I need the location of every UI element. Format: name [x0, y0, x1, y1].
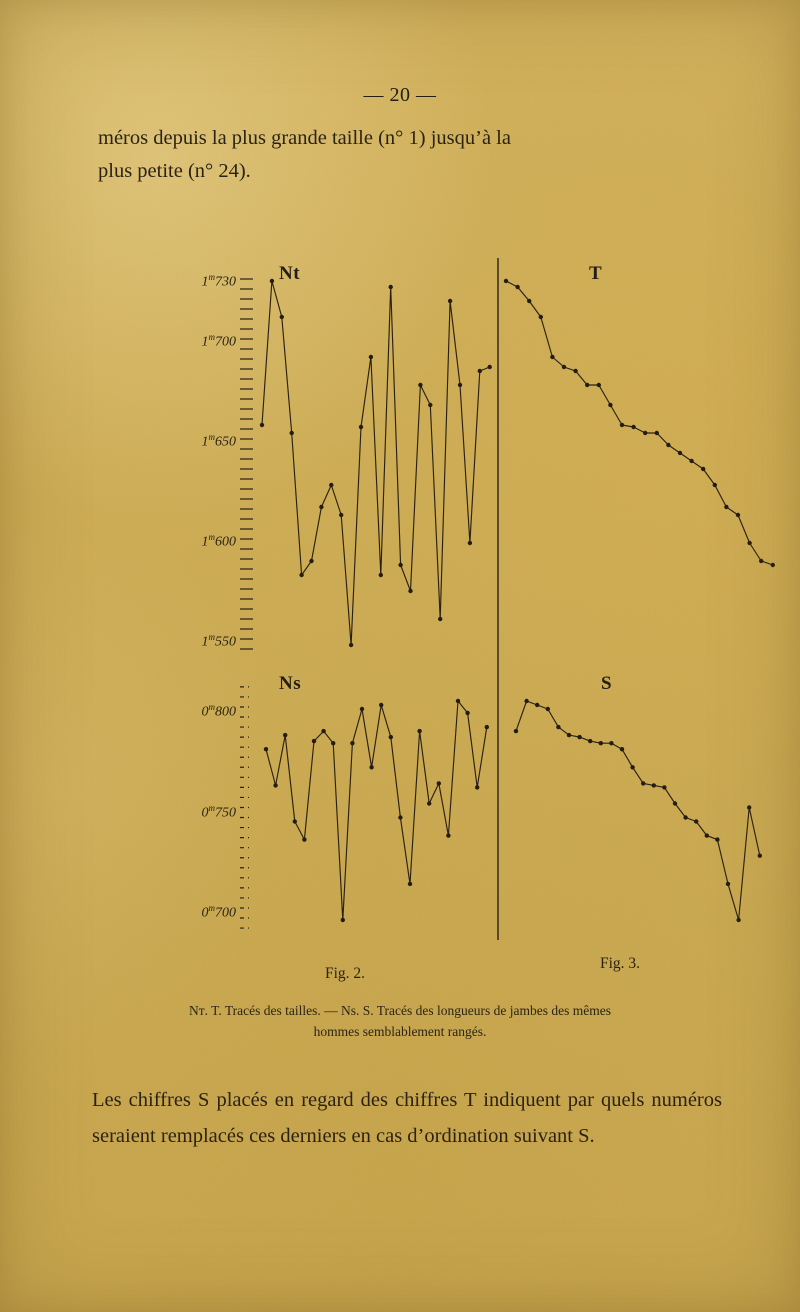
axis-tick-label-lower-2: 0m700: [201, 903, 237, 921]
series-ns: [263, 698, 489, 923]
paragraph-top-line2: plus petite (n° 24).: [98, 160, 251, 182]
paragraph-bottom-text: Les chiffres S placés en regard des chif…: [92, 1089, 722, 1147]
paragraph-top-line1: méros depuis la plus grande taille (n° 1…: [98, 127, 511, 149]
axis-tick-label-upper-1: 1m700: [201, 332, 237, 350]
figure-3-caption: Fig. 3.: [600, 955, 641, 972]
axis-tick-label-upper-3: 1m600: [201, 532, 237, 550]
axis-tick-label-lower-1: 0m750: [201, 802, 237, 821]
axis-ticks-lower: [240, 686, 249, 929]
series-label-nt: Nt: [279, 263, 301, 284]
series-nt: [259, 278, 492, 648]
figure-2-caption: Fig. 2.: [325, 965, 366, 982]
figures-legend: Nᴛ. T. Tracés des tailles. — Ns. S. Trac…: [50, 1000, 750, 1042]
axis-tick-label-lower-0: 0m800: [201, 702, 237, 720]
paragraph-top: méros depuis la plus grande taille (n° 1…: [98, 122, 708, 188]
series-s: [513, 698, 762, 923]
legend-line-2: hommes semblablement rangés.: [313, 1024, 487, 1039]
series-label-s: S: [601, 673, 612, 694]
axis-tick-label-upper-4: 1m550: [201, 632, 237, 650]
axis-tick-label-upper-0: 1m730: [201, 272, 237, 290]
paragraph-bottom: Les chiffres S placés en regard des chif…: [92, 1082, 722, 1154]
legend-line-1: Nᴛ. T. Tracés des tailles. — Ns. S. Trac…: [189, 1003, 611, 1018]
axis-tick-label-upper-2: 1m650: [201, 432, 237, 450]
page-number: — 20 —: [363, 84, 437, 106]
series-label-t: T: [589, 263, 602, 284]
axis-ticks-upper: [240, 278, 253, 650]
series-label-ns: Ns: [279, 673, 302, 694]
series-t: [503, 278, 775, 568]
